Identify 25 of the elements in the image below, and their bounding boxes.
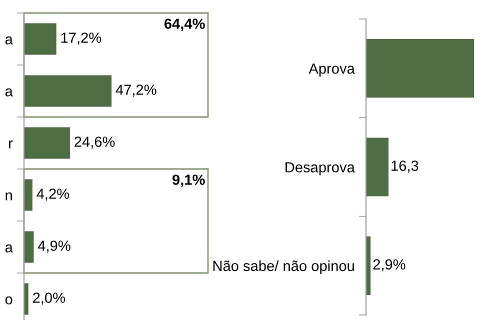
- data-label: 2,0%: [33, 292, 65, 305]
- data-label: 2,9%: [373, 259, 406, 272]
- y-tick-label: n: [6, 192, 12, 200]
- bar: [24, 127, 70, 159]
- data-label: 17,2%: [61, 32, 102, 45]
- bar: [24, 283, 28, 315]
- bar: [24, 231, 34, 263]
- y-tick-label: a: [5, 244, 13, 252]
- data-label: 4,9%: [38, 240, 70, 253]
- bar: [24, 23, 56, 55]
- annotation: 9,1%: [172, 174, 205, 188]
- data-label: 16,3: [392, 160, 418, 173]
- y-tick-label: a: [5, 36, 13, 44]
- y-tick-label: Aprova: [308, 64, 355, 77]
- y-tick-label: a: [5, 88, 13, 96]
- y-tick-label: o: [5, 296, 12, 304]
- bar: [24, 179, 32, 211]
- bar: [24, 75, 112, 107]
- y-tick-label: Não sabe/ não opinou: [213, 260, 354, 274]
- data-label: 24,6%: [74, 136, 115, 149]
- y-tick-label: r: [9, 140, 13, 148]
- data-label: 4,2%: [36, 188, 70, 201]
- y-tick-label: Desaprova: [286, 162, 355, 176]
- annotation: 64,4%: [164, 18, 205, 32]
- data-label: 47,2%: [116, 84, 156, 97]
